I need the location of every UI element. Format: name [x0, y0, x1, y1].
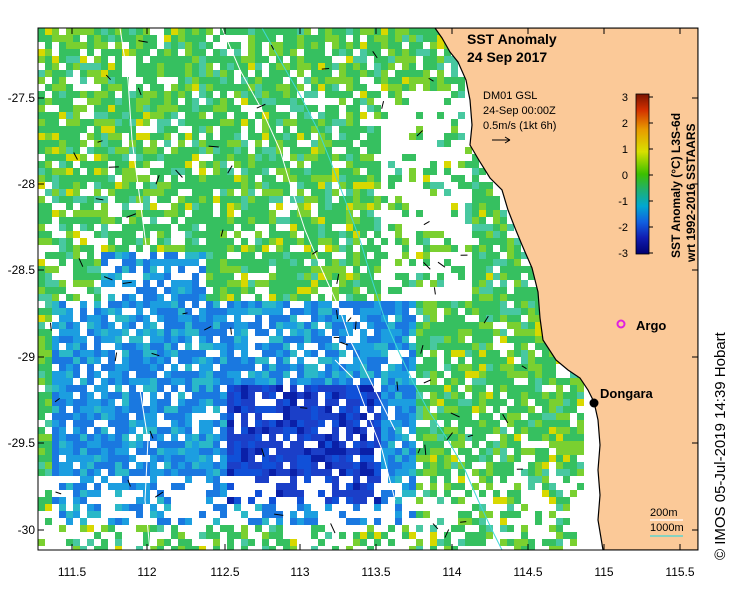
map-title: SST Anomaly [467, 31, 557, 47]
x-tick-label: 115.5 [665, 565, 694, 579]
y-tick-label: -30 [18, 523, 36, 537]
x-tick-label: 114 [442, 565, 461, 579]
contour-legend-200m: 200m [650, 507, 678, 519]
plot-frame [37, 27, 699, 551]
x-tick-label: 113.5 [361, 565, 390, 579]
colorbar-tick-label: 0 [622, 170, 628, 182]
wind-scale: 0.5m/s (1kt 6h) [483, 120, 556, 132]
contour-200m-west [119, 28, 151, 550]
x-tick-label: 114.5 [513, 565, 542, 579]
x-tick-label: 112 [137, 565, 156, 579]
contour-legend-1000m: 1000m [650, 522, 684, 534]
colorbar-tick-label: -2 [618, 222, 628, 234]
current-arrows [49, 40, 527, 538]
x-tick-label: 112.5 [210, 565, 239, 579]
sst-pixel-field [38, 28, 584, 550]
colorbar-reference: wrt 1992-2016 SSTAARS [684, 123, 698, 263]
argo-label: Argo [636, 318, 666, 333]
y-tick-label: -27.5 [8, 91, 36, 105]
wind-time: 24-Sep 00:00Z [483, 105, 556, 117]
colorbar-tick-label: -3 [618, 248, 628, 260]
dongara-marker-icon [589, 398, 599, 408]
y-tick-label: -28 [18, 177, 36, 191]
y-tick-label: -29 [18, 350, 36, 364]
y-tick-label: -29.5 [8, 436, 36, 450]
colorbar-tick-label: 3 [622, 92, 628, 104]
wind-station: DM01 GSL [483, 90, 537, 102]
wind-scale-arrow-icon [492, 136, 511, 144]
argo-marker-icon [616, 319, 626, 329]
colorbar-tick-label: 1 [622, 144, 628, 156]
credit-text: © IMOS 05-Jul-2019 14:39 Hobart [712, 332, 729, 560]
colorbar-label: SST Anomaly (°C) L3S-6d [669, 113, 683, 258]
colorbar-tick-label: 2 [622, 118, 628, 130]
land-area [434, 28, 698, 550]
colorbar-ticks: 3 2 1 0 -1 -2 -3 [618, 92, 653, 260]
map-date: 24 Sep 2017 [467, 49, 547, 65]
contour-200m [221, 28, 396, 431]
x-tick-label: 111.5 [58, 565, 87, 579]
contour-1000m [261, 28, 503, 550]
x-axis: 111.5 112 112.5 113 113.5 114 114.5 115 115.5 [58, 28, 695, 579]
y-axis: -27.5-28-28.5-29-29.5-30 [8, 91, 698, 537]
x-tick-label: 113 [290, 565, 309, 579]
colorbar-tick-label: -1 [618, 196, 628, 208]
x-tick-label: 115 [594, 565, 613, 579]
contour-200m-south [334, 359, 396, 501]
colorbar [635, 93, 650, 255]
dongara-label: Dongara [600, 386, 654, 401]
y-tick-label: -28.5 [8, 263, 36, 277]
